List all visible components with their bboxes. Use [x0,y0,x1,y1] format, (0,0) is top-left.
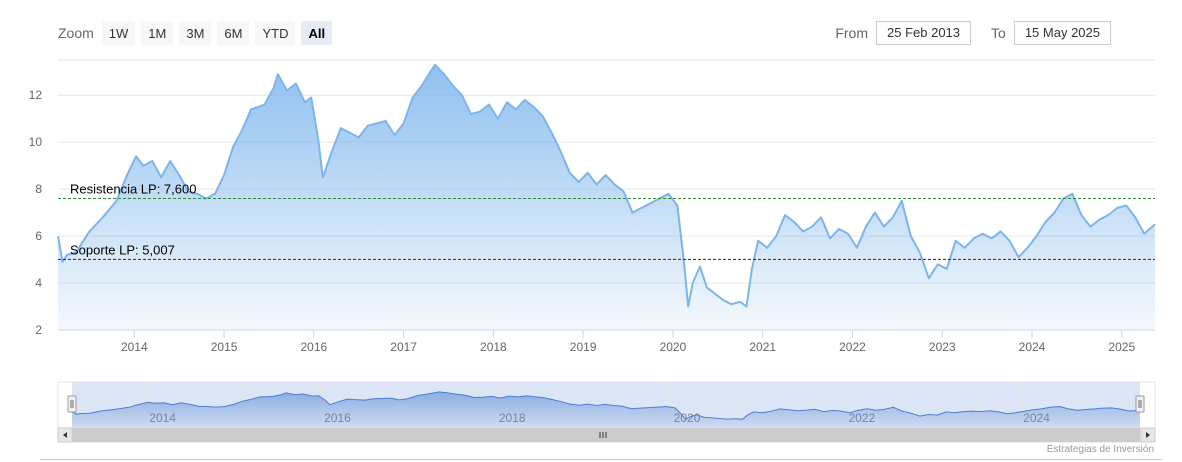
y-tick-label: 6 [35,229,42,243]
x-tick-label: 2025 [1108,340,1135,354]
navigator-left-handle[interactable] [67,395,77,413]
scrollbar[interactable] [57,427,1156,443]
x-tick-label: 2024 [1019,340,1046,354]
credits-text: Estrategias de Inversión [1046,444,1154,455]
x-tick-label: 2014 [121,340,148,354]
arrow-right-icon [1146,432,1150,438]
x-tick-label: 2019 [570,340,597,354]
navigator-line [71,391,1141,420]
date-range: From 25 Feb 2013 To 15 May 2025 [835,20,1111,46]
y-axis-labels: 2 4 6 8 10 12 [29,88,43,337]
zoom-bar: Zoom 1W 1M 3M 6M YTD All [58,20,333,46]
y-tick-label: 12 [29,88,43,102]
y-tick-label: 8 [35,182,42,196]
navigator-right-handle[interactable] [1135,395,1145,413]
x-axis: 2014 2015 2016 2017 2018 2019 2020 2021 2022 2023… [58,329,1155,354]
plot-lines: Resistencia LP: 7,600 Soporte LP: 5,007 [58,182,1155,260]
zoom-3m-button[interactable]: 3M [179,21,212,45]
x-tick-label: 2021 [749,340,776,354]
series-line [57,63,1156,308]
zoom-6m-button[interactable]: 6M [217,21,250,45]
price-series [57,63,1156,330]
resistance-label: Resistencia LP: 7,600 [70,182,196,197]
x-tick-label: 2022 [839,340,866,354]
zoom-1m-button[interactable]: 1M [141,21,174,45]
zoom-label: Zoom [58,25,94,41]
handle-grip[interactable] [1135,395,1145,413]
series-area [58,64,1155,330]
zoom-all-button[interactable]: All [301,21,333,45]
y-tick-label: 10 [29,135,43,149]
bottom-divider [40,459,1162,460]
support-label: Soporte LP: 5,007 [70,242,175,257]
y-tick-label: 2 [35,323,42,337]
arrow-left-icon [63,432,67,438]
zoom-1w-button[interactable]: 1W [101,21,136,45]
to-label: To [991,25,1006,41]
handle-grip[interactable] [67,395,77,413]
zoom-ytd-button[interactable]: YTD [255,21,296,45]
y-tick-label: 4 [35,276,42,290]
x-tick-label: 2020 [660,340,687,354]
x-tick-label: 2016 [300,340,327,354]
x-tick-label: 2015 [211,340,238,354]
to-date-input[interactable]: 15 May 2025 [1013,21,1111,45]
x-tick-label: 2023 [929,340,956,354]
navigator-area [72,391,1140,428]
navigator[interactable]: 201420162018202020222024 [57,381,1156,429]
from-label: From [835,25,869,41]
from-date-input[interactable]: 25 Feb 2013 [876,21,972,45]
x-tick-label: 2018 [480,340,507,354]
x-tick-label: 2017 [390,340,417,354]
